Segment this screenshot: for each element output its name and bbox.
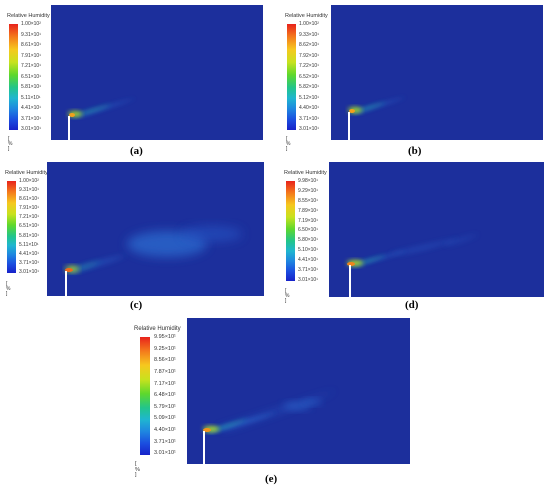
unit-label: [ % ] bbox=[285, 288, 290, 304]
tick-label: 9.98×10¹ bbox=[298, 178, 318, 184]
tick-label: 5.81×10¹ bbox=[19, 232, 39, 239]
tick-label: 7.92×10¹ bbox=[299, 52, 319, 59]
tick-label: 7.22×10¹ bbox=[299, 63, 319, 69]
tick-label: 7.91×10¹ bbox=[19, 205, 39, 212]
plume-trail bbox=[444, 234, 479, 245]
tick-label: 3.71×10¹ bbox=[19, 259, 39, 266]
caption: (d) bbox=[405, 299, 419, 311]
legend-title: Relative Humidity bbox=[134, 326, 181, 332]
tick-label: 6.48×10¹ bbox=[154, 392, 176, 399]
tick-label: 4.41×10¹ bbox=[19, 250, 39, 257]
tick-label: 5.79×10¹ bbox=[154, 403, 176, 410]
contour-plot bbox=[329, 162, 544, 297]
tick-label: 3.71×10¹ bbox=[299, 115, 319, 122]
tick-label: 7.19×10¹ bbox=[298, 217, 318, 224]
tick-label: 5.09×10¹ bbox=[154, 415, 176, 422]
colorbar-ticks: 1.00×10² 9.31×10¹ 8.61×10¹ 7.91×10¹ 7.21… bbox=[19, 179, 39, 275]
colorbar bbox=[287, 24, 296, 130]
tick-label: 6.50×10¹ bbox=[298, 227, 318, 234]
tick-label: 9.29×10¹ bbox=[298, 187, 318, 194]
unit-label: [ % ] bbox=[135, 461, 140, 478]
legend-title: Relative Humidity bbox=[285, 13, 328, 19]
caption: (e) bbox=[265, 473, 278, 485]
tick-label: 5.81×10¹ bbox=[21, 84, 41, 90]
contour-plot bbox=[331, 5, 543, 140]
colorbar bbox=[9, 24, 18, 130]
tick-label: 4.40×10¹ bbox=[299, 105, 319, 111]
tick-label: 7.87×10¹ bbox=[154, 368, 176, 375]
tick-label: 1.00×10² bbox=[299, 21, 319, 27]
contour-plot bbox=[47, 162, 264, 296]
colorbar bbox=[140, 337, 150, 455]
tick-label: 4.40×10¹ bbox=[154, 427, 176, 434]
caption: (b) bbox=[408, 145, 422, 157]
chimney bbox=[65, 271, 67, 296]
tick-label: 8.56×10¹ bbox=[154, 357, 176, 364]
tick-label: 3.71×10¹ bbox=[298, 267, 318, 274]
tick-label: 9.31×10¹ bbox=[21, 31, 41, 38]
tick-label: 6.52×10¹ bbox=[299, 73, 319, 80]
tick-label: 3.01×10¹ bbox=[298, 276, 318, 283]
tick-label: 8.61×10¹ bbox=[19, 196, 39, 203]
tick-label: 7.21×10¹ bbox=[21, 63, 41, 69]
tick-label: 7.17×10¹ bbox=[154, 380, 176, 387]
chimney bbox=[203, 431, 205, 464]
caption: (c) bbox=[130, 299, 143, 311]
plume-trail bbox=[283, 402, 311, 410]
caption: (a) bbox=[130, 145, 143, 157]
contour-plot bbox=[187, 318, 410, 464]
plume-cloud bbox=[182, 226, 242, 242]
tick-label: 3.01×10¹ bbox=[19, 268, 39, 275]
chimney bbox=[68, 116, 70, 140]
legend-title: Relative Humidity bbox=[5, 170, 48, 176]
chimney bbox=[349, 265, 351, 297]
tick-label: 8.61×10¹ bbox=[21, 42, 41, 48]
tick-label: 8.55×10¹ bbox=[298, 197, 318, 204]
chimney bbox=[348, 112, 350, 140]
tick-label: 3.71×10¹ bbox=[21, 115, 41, 122]
colorbar-ticks: 1.00×10² 9.31×10¹ 8.61×10¹ 7.91×10¹ 7.21… bbox=[21, 22, 41, 132]
tick-label: 1.00×10² bbox=[21, 21, 41, 27]
legend-title: Relative Humidity bbox=[284, 170, 327, 176]
tick-label: 6.51×10¹ bbox=[21, 73, 41, 80]
tick-label: 9.25×10¹ bbox=[154, 345, 176, 352]
colorbar bbox=[286, 181, 295, 281]
tick-label: 9.95×10¹ bbox=[154, 334, 176, 340]
unit-label: [ % ] bbox=[286, 136, 291, 152]
colorbar-ticks: 9.98×10¹ 9.29×10¹ 8.55×10¹ 7.89×10¹ 7.19… bbox=[298, 179, 318, 283]
tick-label: 9.33×10¹ bbox=[299, 31, 319, 38]
tick-label: 5.11×10¹ bbox=[19, 241, 39, 248]
tick-label: 6.51×10¹ bbox=[19, 223, 39, 230]
tick-label: 4.41×10¹ bbox=[21, 105, 41, 111]
unit-label: [ % ] bbox=[8, 136, 13, 152]
tick-label: 4.41×10¹ bbox=[298, 257, 318, 264]
plume-trail bbox=[389, 238, 459, 254]
tick-label: 7.89×10¹ bbox=[298, 207, 318, 214]
tick-label: 5.12×10¹ bbox=[299, 94, 319, 101]
tick-label: 3.01×10¹ bbox=[21, 126, 41, 132]
tick-label: 5.10×10¹ bbox=[298, 247, 318, 254]
tick-label: 3.01×10¹ bbox=[299, 126, 319, 132]
contour-plot bbox=[51, 5, 263, 140]
colorbar bbox=[7, 181, 16, 273]
tick-label: 8.62×10¹ bbox=[299, 42, 319, 48]
unit-label: [ % ] bbox=[6, 281, 11, 297]
colorbar-ticks: 1.00×10² 9.33×10¹ 8.62×10¹ 7.92×10¹ 7.22… bbox=[299, 22, 319, 132]
tick-label: 3.71×10¹ bbox=[154, 438, 176, 445]
tick-label: 1.00×10² bbox=[19, 178, 39, 184]
tick-label: 5.11×10¹ bbox=[21, 94, 41, 101]
tick-label: 9.31×10¹ bbox=[19, 187, 39, 194]
tick-label: 3.01×10¹ bbox=[154, 450, 176, 457]
plume-hotspot bbox=[69, 113, 75, 117]
plume-hotspot bbox=[349, 109, 355, 113]
tick-label: 7.91×10¹ bbox=[21, 52, 41, 59]
tick-label: 5.82×10¹ bbox=[299, 84, 319, 90]
legend-title: Relative Humidity bbox=[7, 13, 50, 19]
colorbar-ticks: 9.95×10¹ 9.25×10¹ 8.56×10¹ 7.87×10¹ 7.17… bbox=[154, 334, 176, 457]
tick-label: 7.21×10¹ bbox=[19, 214, 39, 221]
plume-trail bbox=[302, 399, 322, 405]
tick-label: 5.80×10¹ bbox=[298, 237, 318, 244]
